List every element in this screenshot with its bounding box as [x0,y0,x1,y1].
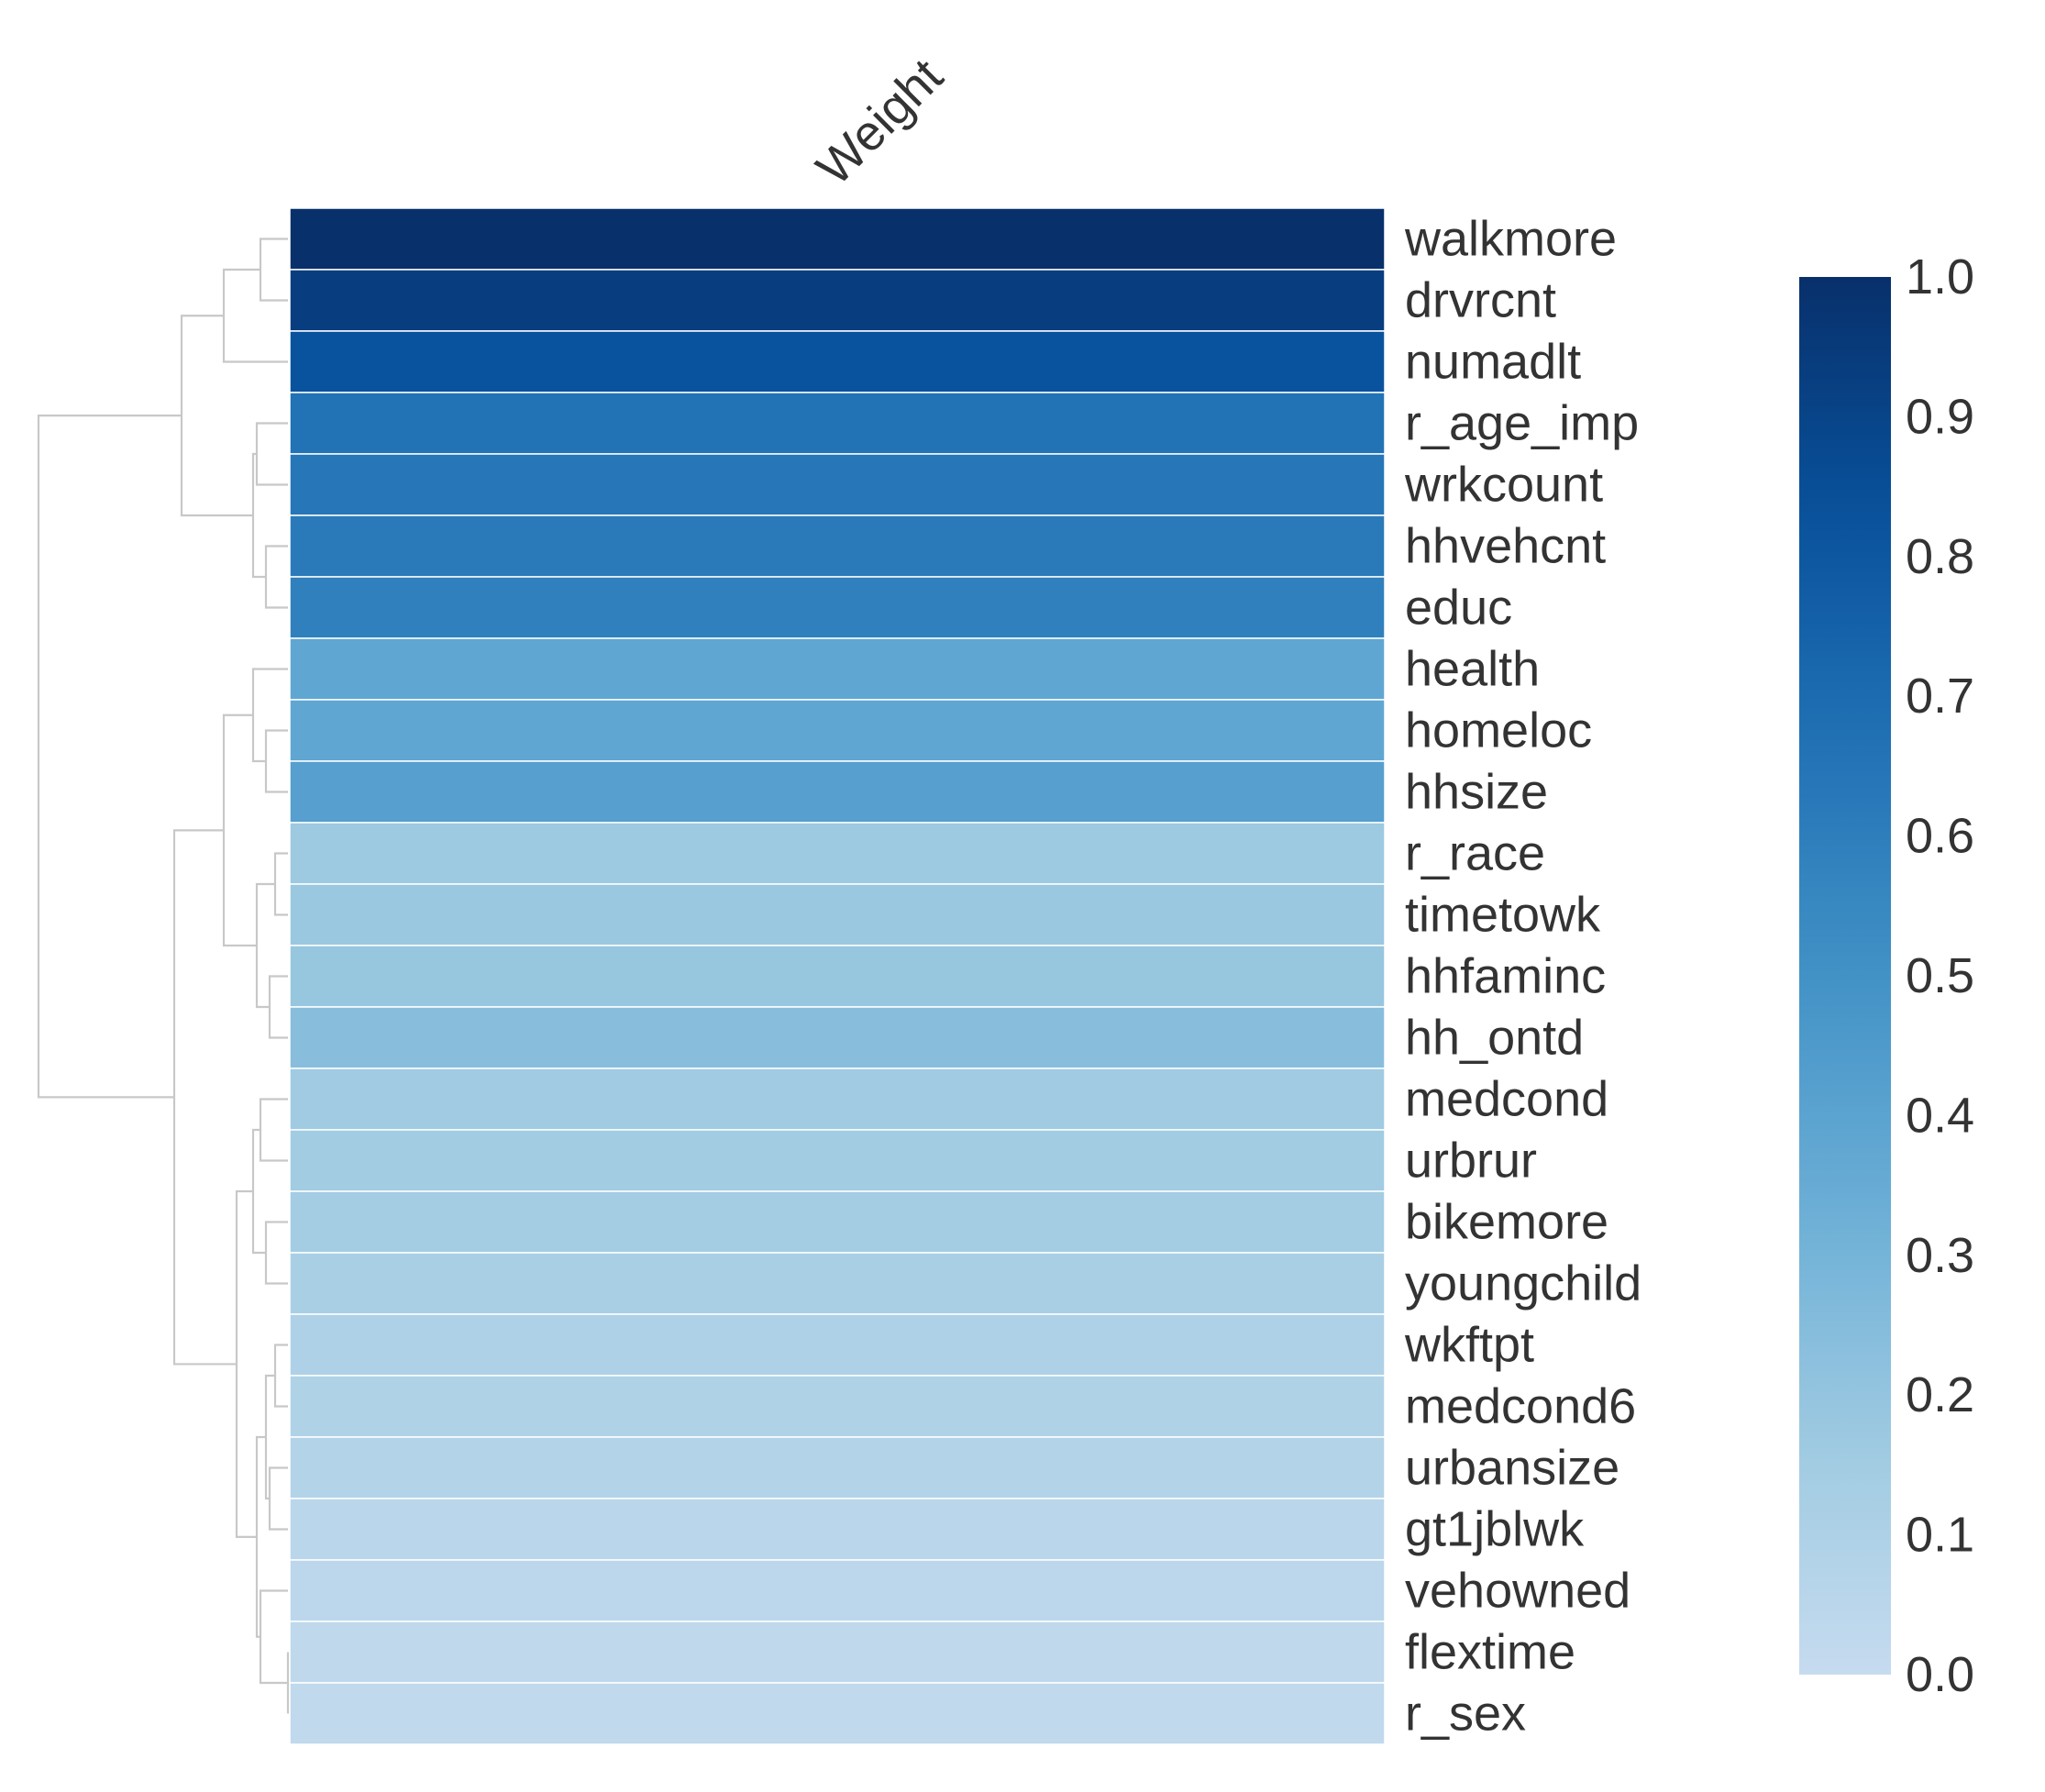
heatmap-cell-walkmore [289,207,1386,271]
heatmap-cell-timetowk [289,883,1386,946]
heatmap-cell-educ [289,576,1386,639]
dendrogram-link [251,452,266,579]
colorbar-tick-label: 0.5 [1906,948,1974,1003]
row-label: hhfaminc [1405,949,1606,1004]
row-label: flextime [1405,1625,1575,1680]
heatmap-cell-medcond [289,1067,1386,1131]
dendrogram-link [268,975,288,1039]
colorbar-tick-label: 0.1 [1906,1508,1974,1563]
heatmap-cell-r_sex [289,1682,1386,1745]
heatmap-cell-hh_ontd [289,1006,1386,1069]
row-label: youngchild [1405,1256,1642,1311]
dendrogram-link [259,1589,288,1685]
dendrogram-link [255,422,288,486]
row-label: bikemore [1405,1195,1608,1250]
heatmap-cell-urbrur [289,1129,1386,1192]
colorbar-tick-label: 0.6 [1906,809,1974,864]
row-label: medcond6 [1405,1379,1636,1434]
row-label: hh_ontd [1405,1011,1584,1066]
colorbar-tick-label: 1.0 [1906,249,1974,304]
colorbar-tick-label: 0.9 [1906,389,1974,444]
dendrogram-link [259,1098,288,1162]
dendrogram-link [268,1466,288,1531]
colorbar-tick-label: 0.4 [1906,1088,1974,1143]
row-label: wrkcount [1404,458,1603,513]
colorbar-tick-label: 0.7 [1906,669,1974,724]
heatmap-cell-homeloc [289,699,1386,762]
heatmap-cells [289,207,1386,1745]
colorbar-gradient [1799,277,1891,1675]
heatmap-cell-hhsize [289,760,1386,824]
row-label: numadlt [1405,335,1581,390]
column-labels: Weight [806,49,954,196]
heatmap-cell-wkftpt [289,1313,1386,1377]
row-label: educ [1405,581,1512,636]
row-label: r_age_imp [1405,396,1639,451]
colorbar: 0.0 0.1 0.2 0.3 0.4 0.5 0.6 0.7 0.8 0.9 1.0 [1799,249,1974,1702]
row-label: hhvehcnt [1405,519,1606,574]
row-label: vehowned [1405,1564,1630,1619]
dendrogram-link [222,713,257,947]
row-label: drvrcnt [1405,273,1556,328]
dendrogram-link [222,268,288,363]
row-dendrogram [37,238,290,1714]
heatmap-cell-vehowned [289,1559,1386,1622]
dendrogram-link [251,668,288,763]
colorbar-tick-label: 0.2 [1906,1367,1974,1422]
colorbar-tick-label: 0.3 [1906,1228,1974,1283]
row-label: gt1jblwk [1405,1502,1585,1557]
row-label: hhsize [1405,765,1548,820]
heatmap-cell-r_race [289,822,1386,885]
dendrogram-link [264,1221,288,1285]
dendrogram-link [37,415,182,1099]
dendrogram-link [180,315,253,517]
dendrogram-link [273,852,288,916]
heatmap-cell-r_age_imp [289,392,1386,455]
heatmap-cell-medcond6 [289,1375,1386,1438]
colorbar-tick-label: 0.0 [1906,1647,1974,1702]
row-label: r_sex [1405,1687,1526,1742]
heatmap-cell-hhvehcnt [289,514,1386,578]
heatmap-cell-gt1jblwk [289,1498,1386,1561]
dendrogram-link [264,545,288,609]
dendrogram-link [273,1344,288,1408]
row-label: medcond [1405,1072,1608,1127]
heatmap-cell-numadlt [289,330,1386,393]
dendrogram-link [255,882,275,1009]
row-label: r_race [1405,826,1545,881]
row-label: homeloc [1405,703,1592,758]
heatmap-cell-drvrcnt [289,269,1386,332]
dendrogram-link [264,729,288,793]
dendrogram-link [259,238,288,302]
row-label: urbansize [1405,1441,1619,1496]
row-label: wkftpt [1404,1318,1534,1373]
row-labels: walkmore drvrcnt numadlt r_age_imp wrkcount h… [1404,212,1642,1742]
row-label: timetowk [1405,888,1601,943]
row-label: walkmore [1404,212,1617,267]
column-label: Weight [806,49,954,196]
heatmap-cell-flextime [289,1621,1386,1684]
row-label: urbrur [1405,1134,1537,1189]
heatmap-cell-bikemore [289,1190,1386,1254]
heatmap-cell-health [289,637,1386,701]
row-label: health [1405,642,1540,697]
heatmap-cell-wrkcount [289,453,1386,516]
colorbar-tick-label: 0.8 [1906,529,1974,584]
heatmap-cell-youngchild [289,1252,1386,1315]
dendrogram-link [172,829,237,1366]
heatmap-cell-hhfaminc [289,945,1386,1008]
heatmap-cell-urbansize [289,1436,1386,1499]
